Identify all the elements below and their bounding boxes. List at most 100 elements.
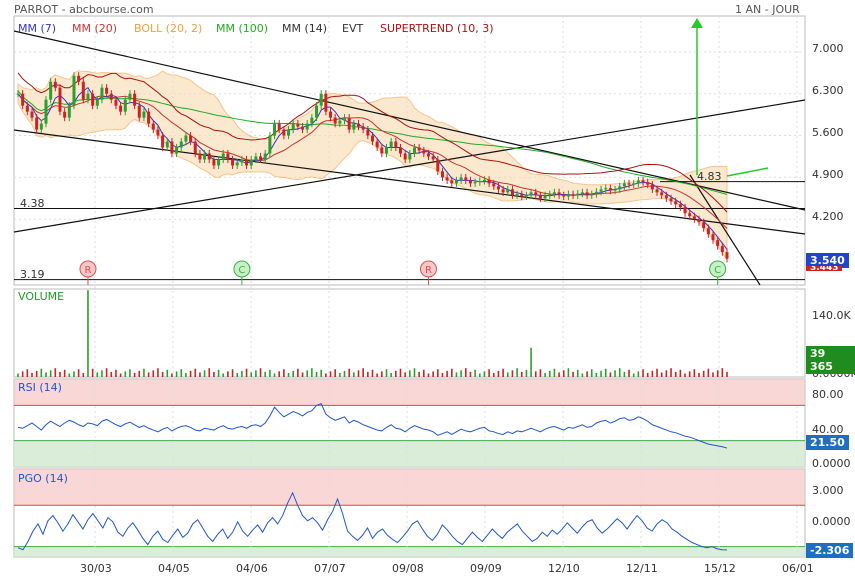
volume-bar [595,372,598,377]
legend-evt[interactable]: EVT [342,22,364,35]
chart-title: PARROT - abcbourse.com [14,3,154,16]
signal-letter: R [425,265,432,276]
candle-body [193,141,197,154]
candle-body [440,171,444,178]
volume-bar [381,371,383,377]
candle-body [357,123,361,127]
candle-body [315,105,319,118]
x-tick-4: 09/08 [392,562,424,575]
volume-bar [567,368,570,377]
candle-body [394,141,398,148]
candle-body [170,141,174,154]
volume-bar [548,370,551,377]
pgo-last-tag: -2.306 [806,543,854,558]
volume-bar [478,373,481,377]
candle-body [641,180,645,183]
candle-body [198,153,202,160]
volume-panel-frame [13,288,806,378]
volume-bar [427,373,430,377]
volume-bar [325,373,327,377]
candle-body [636,180,640,184]
pgo-panel-title: PGO (14) [18,472,68,485]
candle-body [599,189,603,192]
candle-body [305,123,309,130]
candle-body [403,153,407,160]
volume-bar [656,368,658,377]
candle-body [91,93,95,106]
volume-bar [301,372,304,377]
volume-bar [287,372,290,377]
candle-body [664,195,668,199]
volume-bar [101,370,103,377]
candle-body [594,191,598,195]
volume-bar [59,371,61,377]
volume-bar [464,368,467,377]
legend-mm100[interactable]: MM (100) [216,22,269,35]
price-tick-4: 4.200 [812,210,844,223]
volume-bar [558,372,560,377]
candle-body [580,192,584,194]
volume-bar [367,371,369,377]
level-label-483: 4.83 [697,170,722,183]
candle-body [282,129,286,136]
candle-body [697,219,701,223]
volume-bar [171,373,173,377]
candle-body [473,182,477,184]
volume-bar [618,368,621,377]
legend-mm20[interactable]: MM (20) [72,22,118,35]
candle-body [515,194,519,196]
candle-body [268,135,272,154]
candle-body [203,153,207,160]
volume-bar [404,372,406,377]
candle-body [445,177,449,181]
candle-body [333,117,337,124]
legend-supertrend[interactable]: SUPERTREND (10, 3) [380,22,494,35]
volume-bar [395,370,397,377]
legend-boll[interactable]: BOLL (20, 2) [134,22,203,35]
volume-bar [21,371,24,377]
rsi-overbought-zone [14,379,805,406]
candle-body [608,188,612,191]
candle-body [123,99,127,112]
candle-body [189,135,193,142]
candle-body [151,123,155,130]
volume-bar [614,370,616,377]
candle-body [217,159,221,166]
candle-body [548,194,552,196]
candle-body [77,75,81,82]
volume-bar [329,371,332,377]
volume-bar [264,371,267,377]
candle-body [650,184,654,190]
candle-body [492,183,496,187]
candle-body [25,105,29,112]
supertrend-line [17,72,728,213]
volume-bar [73,371,75,377]
volume-bar [534,371,537,377]
volume-bar [63,369,66,377]
volume-bar [31,372,33,377]
legend-mm14[interactable]: MM (14) [282,22,328,35]
volume-bar [646,372,649,377]
candle-body [100,87,104,100]
volume-bar [609,372,612,377]
trendline-upper [13,30,806,211]
candle-body [627,183,631,185]
evt-arrow-head [691,18,703,28]
volume-bar [315,371,318,377]
volume-bar [679,369,682,377]
volume-bar [474,369,476,377]
volume-bar [409,370,411,377]
candle-body [161,135,165,148]
candle-body [422,150,426,154]
price-tick-0: 7.000 [812,42,844,55]
volume-bar [525,369,528,377]
candle-body [39,123,43,130]
volume-bar [208,368,211,377]
candle-body [371,135,374,142]
candle-body [585,192,589,196]
volume-bar [376,373,378,377]
candle-body [137,105,141,118]
legend-mm7[interactable]: MM (7) [18,22,57,35]
volume-bar [455,372,458,377]
